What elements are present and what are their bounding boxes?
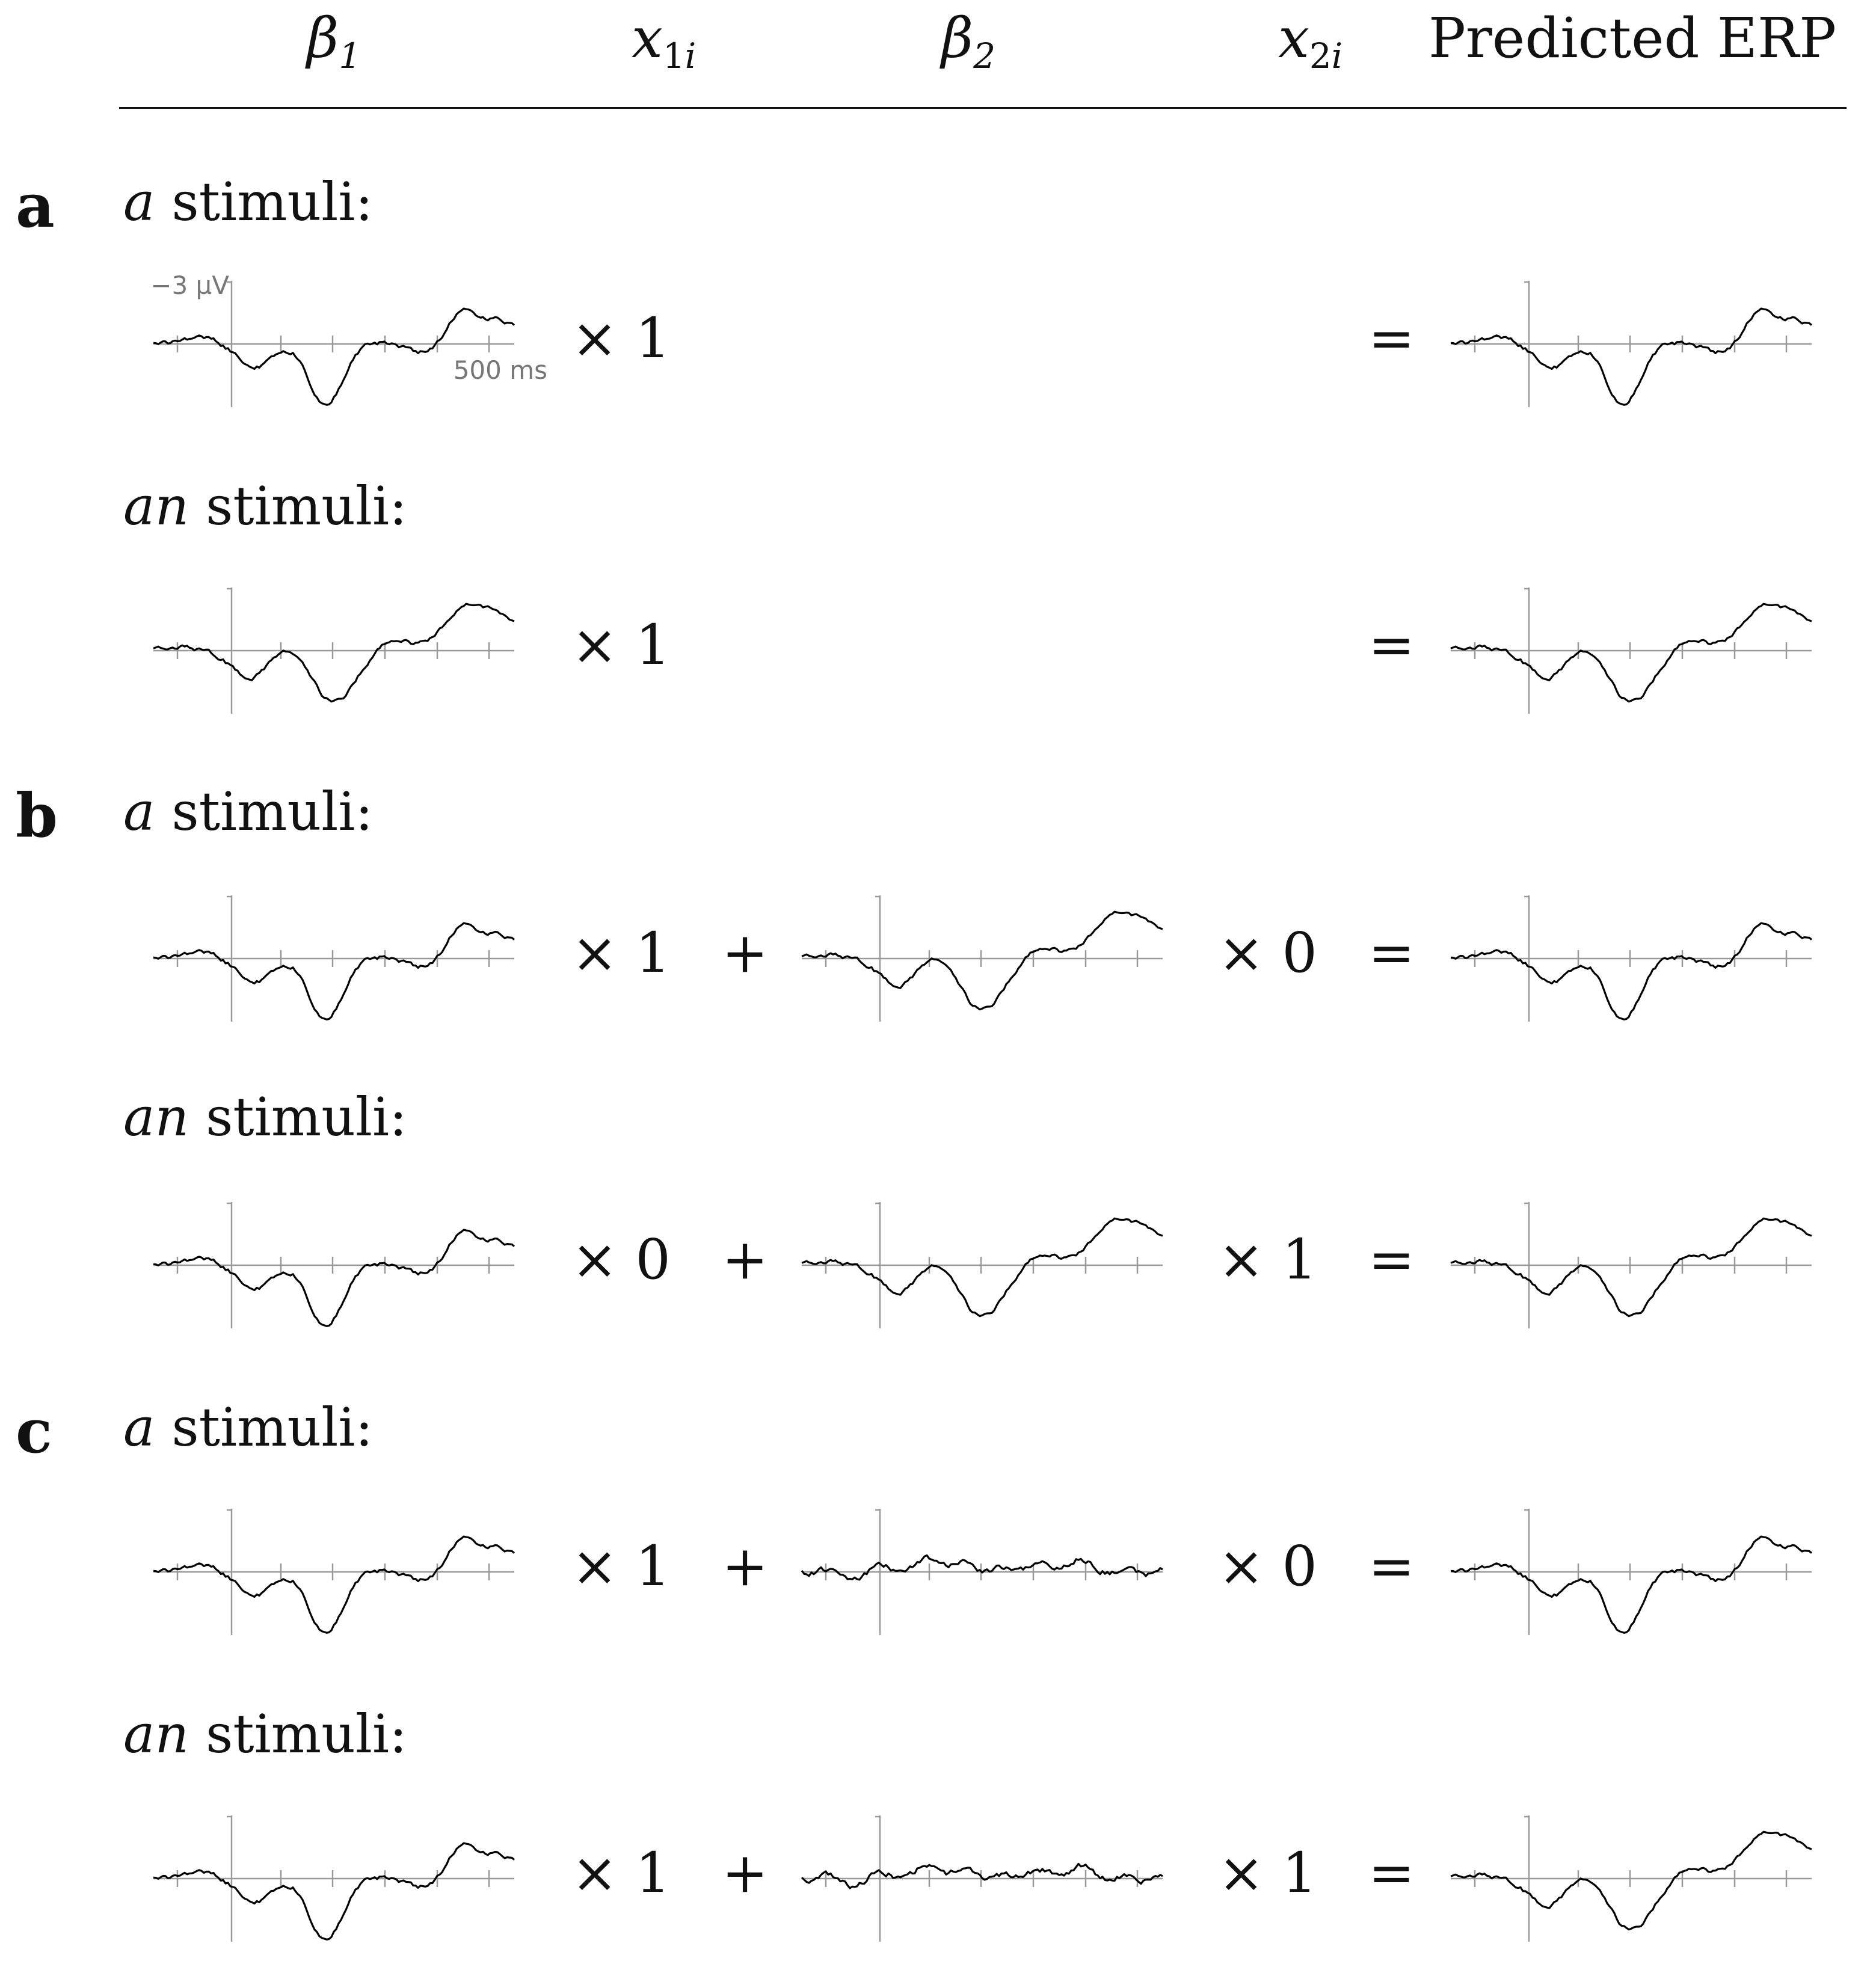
erp-trace <box>801 1217 1163 1318</box>
time-scale-label: 500 ms <box>454 355 547 385</box>
beta1-erp <box>153 1509 515 1635</box>
panel-letter-c: c <box>16 1396 52 1467</box>
beta1-erp <box>153 1815 515 1942</box>
equals-sign: = <box>1368 1534 1415 1598</box>
x1-multiplier: × 1 <box>571 306 671 370</box>
x2-multiplier: × 0 <box>1218 1534 1317 1598</box>
x2-multiplier: × 1 <box>1218 1227 1317 1292</box>
condition-label: a stimuli: <box>123 781 374 842</box>
erp-trace <box>153 1229 515 1327</box>
erp-trace <box>801 1862 1163 1889</box>
beta1-erp <box>153 1202 515 1328</box>
erp-trace <box>1450 1217 1812 1318</box>
beta1-erp <box>153 588 515 714</box>
predicted-erp <box>1450 895 1813 1022</box>
beta1-erp <box>153 895 515 1022</box>
plus-sign: + <box>722 921 769 985</box>
erp-trace <box>153 922 515 1020</box>
equals-sign: = <box>1368 1841 1415 1905</box>
erp-trace <box>153 603 515 703</box>
header-beta1: β1 <box>307 6 361 76</box>
beta1-erp: −3 µV 500 ms <box>150 271 547 407</box>
condition-label: an stimuli: <box>123 1086 407 1148</box>
predicted-erp <box>1450 281 1813 407</box>
x1-multiplier: × 1 <box>571 921 671 985</box>
condition-label: a stimuli: <box>123 171 374 233</box>
x2-multiplier: × 0 <box>1218 921 1317 985</box>
erp-trace <box>153 307 515 406</box>
header-beta2: β2 <box>941 6 996 76</box>
x1-multiplier: × 1 <box>571 1534 671 1598</box>
erp-trace <box>801 1554 1163 1581</box>
erp-trace <box>153 1842 515 1941</box>
erp-trace <box>1450 603 1812 703</box>
predicted-erp <box>1450 588 1812 714</box>
header-x1i: x1i <box>632 6 697 76</box>
predicted-erp <box>1450 1202 1812 1328</box>
condition-label: an stimuli: <box>123 1703 407 1765</box>
equals-sign: = <box>1368 306 1415 370</box>
erp-trace <box>1450 922 1813 1020</box>
plus-sign: + <box>722 1227 769 1292</box>
plus-sign: + <box>722 1841 769 1905</box>
x1-multiplier: × 0 <box>571 1227 671 1292</box>
erp-trace <box>1450 1830 1812 1931</box>
condition-label: an stimuli: <box>123 475 407 537</box>
beta2-erp <box>801 1202 1163 1328</box>
panel-letter-a: a <box>16 170 55 241</box>
equals-sign: = <box>1368 921 1415 985</box>
beta2-erp <box>801 1815 1163 1942</box>
erp-trace <box>801 910 1163 1011</box>
beta2-erp <box>801 1509 1163 1635</box>
equals-sign: = <box>1368 1227 1415 1292</box>
header-rule <box>119 107 1847 109</box>
x1-multiplier: × 1 <box>571 613 671 677</box>
equals-sign: = <box>1368 613 1415 677</box>
erp-trace <box>153 1535 515 1634</box>
voltage-scale-label: −3 µV <box>150 271 229 300</box>
plus-sign: + <box>722 1534 769 1598</box>
beta2-erp <box>801 895 1163 1022</box>
predicted-erp <box>1450 1509 1813 1635</box>
panel-letter-b: b <box>16 780 58 851</box>
condition-label: a stimuli: <box>123 1396 374 1458</box>
header-x2i: x2i <box>1278 6 1343 76</box>
header-predicted-erp: Predicted ERP <box>1429 6 1837 70</box>
x1-multiplier: × 1 <box>571 1841 671 1905</box>
x2-multiplier: × 1 <box>1218 1841 1317 1905</box>
erp-trace <box>1450 1535 1813 1634</box>
erp-trace <box>1450 307 1813 406</box>
predicted-erp <box>1450 1815 1812 1942</box>
